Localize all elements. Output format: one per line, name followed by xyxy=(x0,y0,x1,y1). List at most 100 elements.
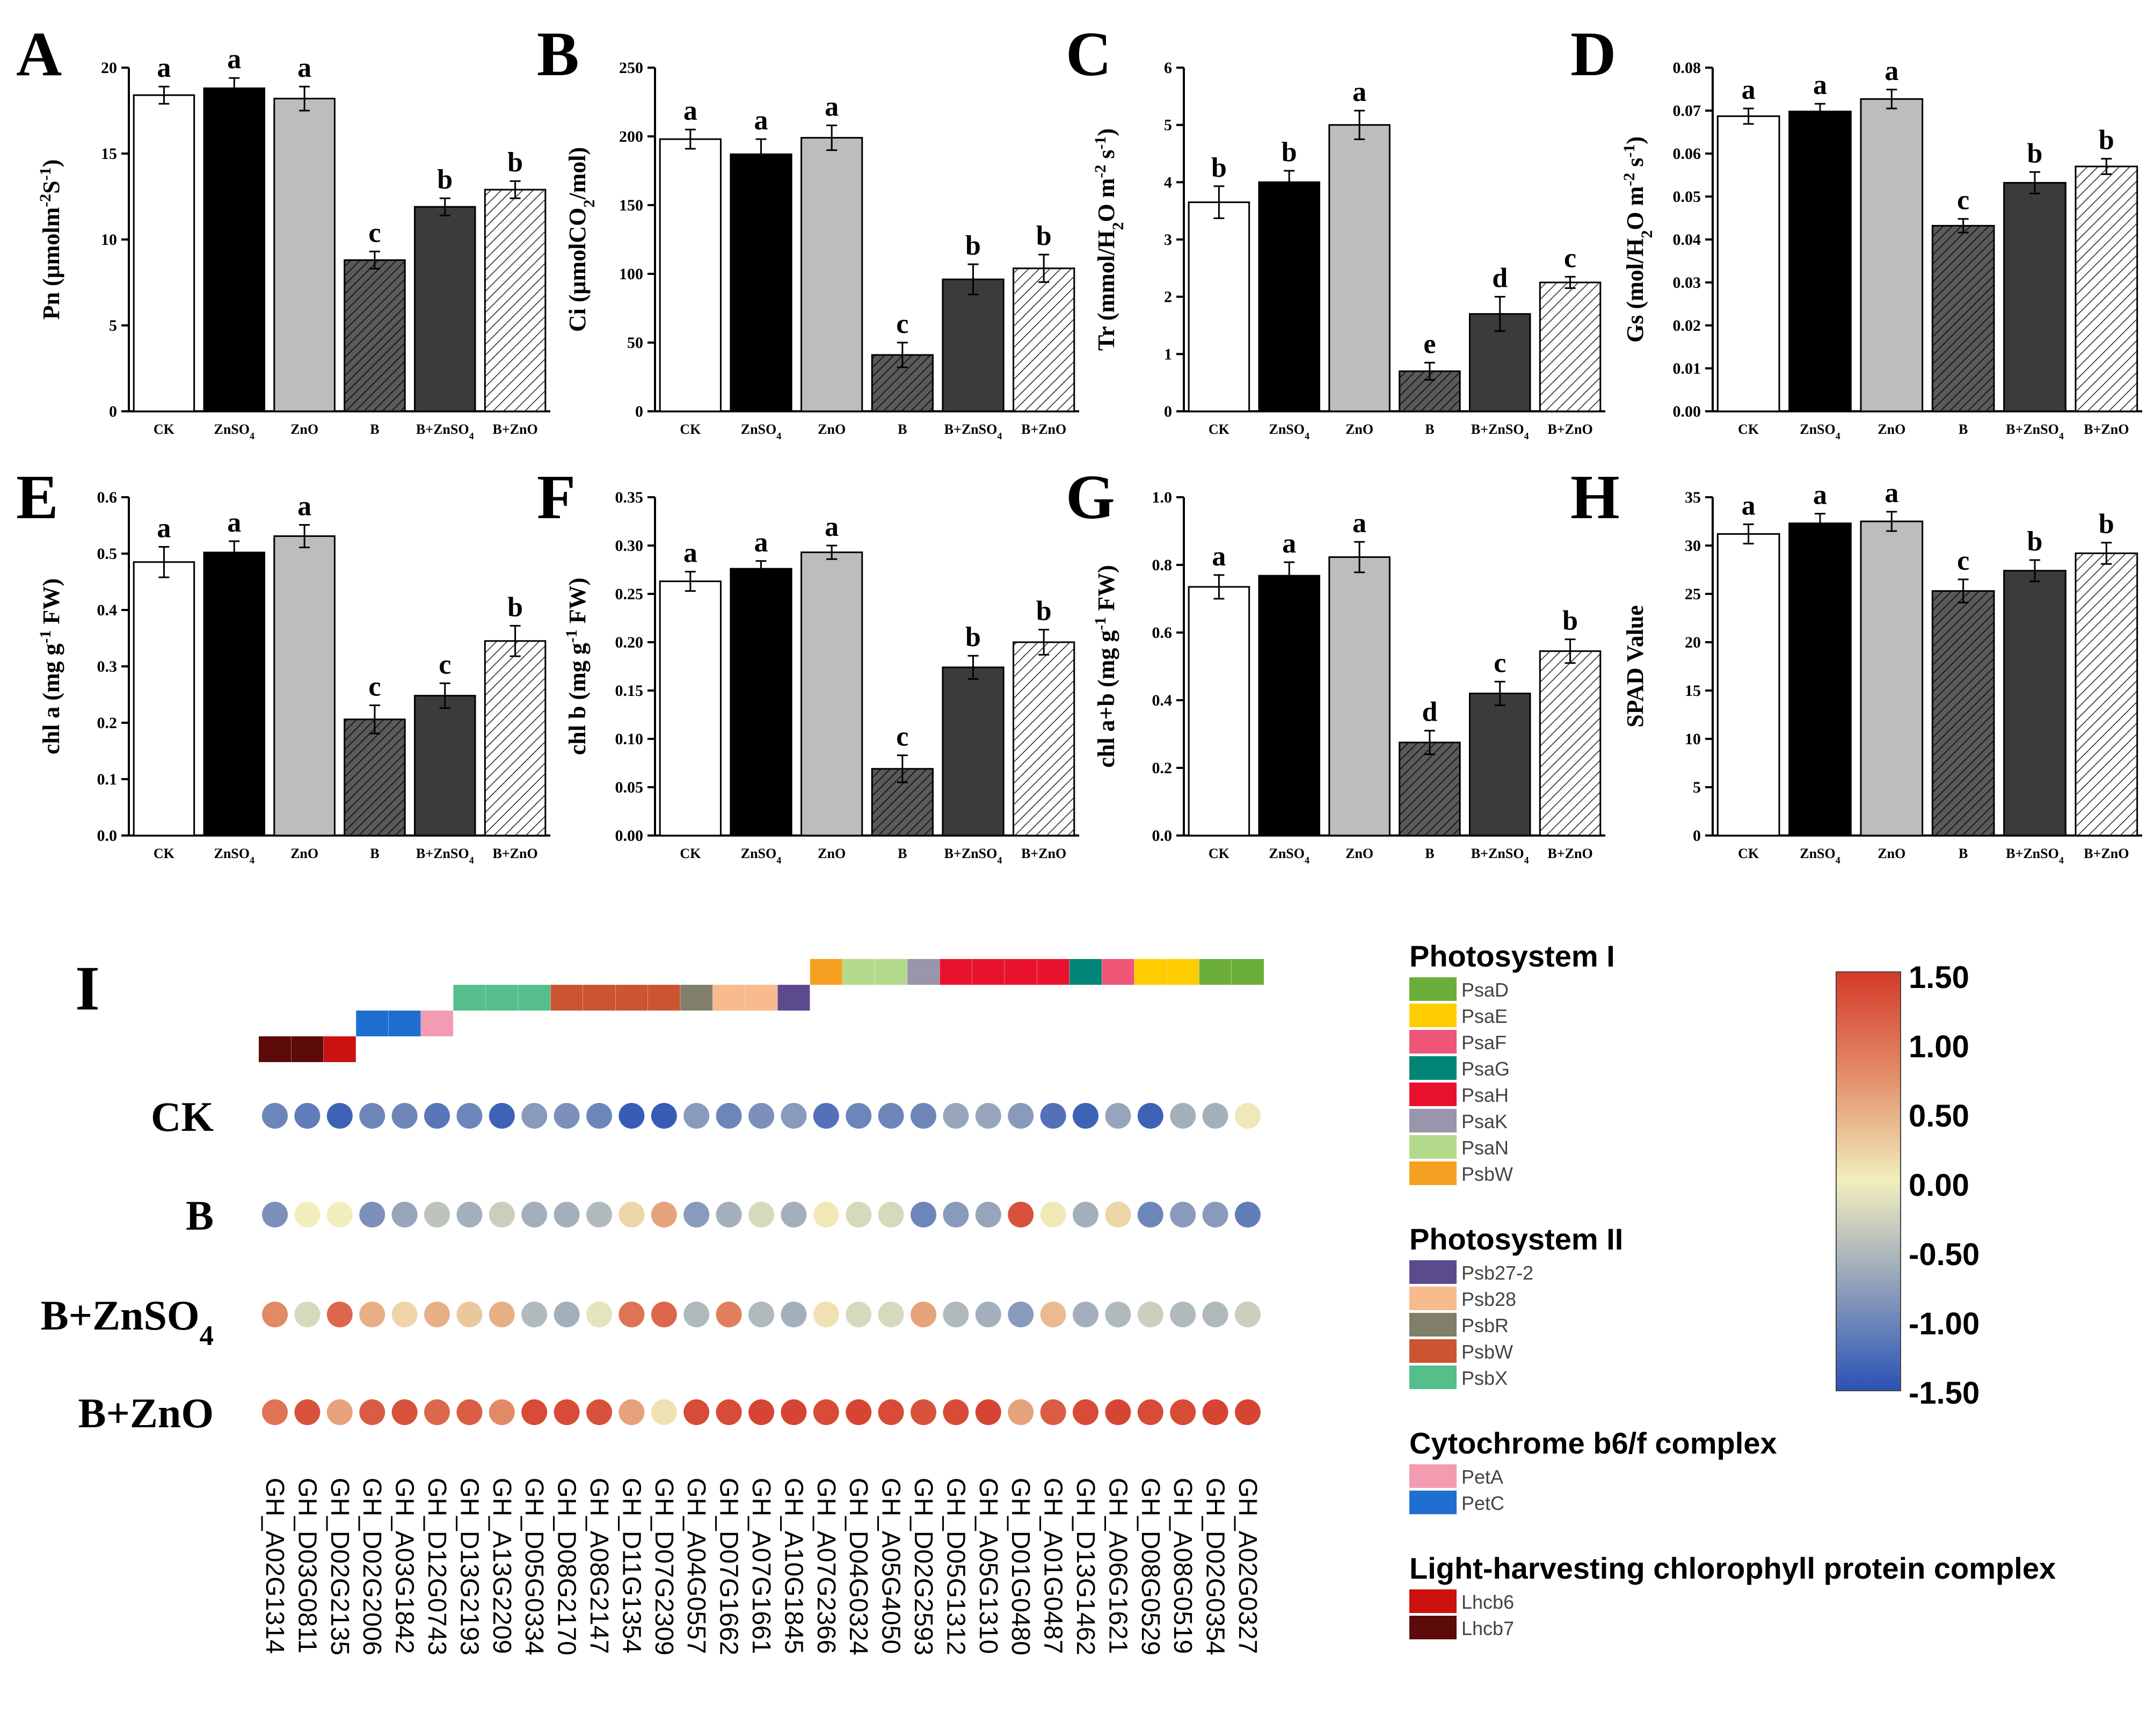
heatmap-dot xyxy=(391,1302,418,1327)
legend-label: Lhcb6 xyxy=(1461,1591,1514,1613)
significance-letter: a xyxy=(1352,508,1366,539)
heatmap-dot xyxy=(359,1103,385,1129)
significance-letter: c xyxy=(896,309,908,339)
legend-swatch xyxy=(1409,1589,1457,1613)
colorbar-tick-label: 0.00 xyxy=(1909,1168,1969,1203)
legend-swatch xyxy=(1409,1313,1457,1336)
significance-letter: a xyxy=(683,96,697,126)
y-tick-label: 1.0 xyxy=(1152,489,1173,506)
y-tick-label: 0 xyxy=(1164,403,1172,420)
bar xyxy=(1399,742,1461,837)
heatmap-dot xyxy=(943,1302,969,1327)
significance-letter: b xyxy=(2027,526,2043,557)
significance-letter: a xyxy=(227,507,241,538)
heatmap-dot xyxy=(618,1103,645,1129)
annotation-cell xyxy=(1199,959,1232,985)
significance-letter: a xyxy=(1884,478,1898,509)
y-tick-label: 0.20 xyxy=(615,634,644,651)
panel-letter: H xyxy=(1570,462,1620,532)
y-tick-label: 0.07 xyxy=(1673,102,1701,120)
annotation-cell xyxy=(940,959,972,985)
bar xyxy=(2075,165,2138,412)
heatmap-dot xyxy=(716,1302,742,1327)
gene-label: GH_D07G2309 xyxy=(650,1478,678,1655)
heatmap-dot xyxy=(1008,1202,1034,1227)
legend-swatch xyxy=(1409,1464,1457,1488)
colorbar-tick-label: -0.50 xyxy=(1909,1237,1980,1272)
legend-swatch xyxy=(1409,1161,1457,1185)
gene-label: GH_D13G2193 xyxy=(455,1478,483,1655)
x-tick-label: CK xyxy=(1209,846,1230,861)
heatmap-dot xyxy=(521,1302,548,1327)
bar xyxy=(942,278,1005,412)
y-tick-label: 0.6 xyxy=(1152,624,1173,642)
bar xyxy=(1468,692,1531,837)
bar xyxy=(2003,570,2066,837)
legend-label: PsbW xyxy=(1461,1341,1513,1363)
bar xyxy=(659,580,722,837)
heatmap-dot xyxy=(1073,1302,1098,1327)
significance-letter: c xyxy=(368,671,381,702)
x-tick-label: ZnO xyxy=(1345,422,1373,437)
panel-letter: F xyxy=(537,462,576,532)
heatmap-dot xyxy=(391,1202,418,1227)
y-tick-label: 150 xyxy=(619,197,643,214)
bar xyxy=(659,138,722,412)
heatmap-dot xyxy=(456,1302,483,1327)
legend-label: PsaG xyxy=(1461,1058,1510,1080)
legend-label: PsaK xyxy=(1461,1110,1508,1132)
y-tick-label: 0 xyxy=(109,403,117,420)
gene-label: GH_A05G4050 xyxy=(877,1478,905,1654)
panel-letter: C xyxy=(1066,19,1111,89)
significance-letter: b xyxy=(2099,125,2114,156)
heatmap-dot xyxy=(1008,1302,1034,1327)
heatmap-dot xyxy=(716,1202,742,1227)
heatmap-dot xyxy=(878,1202,904,1227)
legend-group-title: Light-harvesting chlorophyll protein com… xyxy=(1409,1551,2056,1585)
heatmap-dot xyxy=(326,1202,353,1227)
legend-label: PsbR xyxy=(1461,1314,1509,1336)
bar xyxy=(1258,575,1321,837)
heatmap-dot xyxy=(878,1399,904,1425)
bar xyxy=(1788,522,1852,837)
heatmap-dot xyxy=(521,1202,548,1227)
bar xyxy=(1013,267,1075,412)
legend-label: PsaH xyxy=(1461,1084,1509,1106)
heatmap-dot xyxy=(1105,1302,1131,1327)
y-tick-label: 5 xyxy=(1164,117,1172,134)
y-tick-label: 2 xyxy=(1164,288,1172,306)
y-tick-label: 0.6 xyxy=(97,489,118,506)
heatmap-dot xyxy=(813,1302,839,1327)
x-tick-label: ZnO xyxy=(1345,846,1373,861)
significance-letter: a xyxy=(1884,56,1898,86)
gene-label: GH_A04G0557 xyxy=(682,1478,710,1654)
legend-swatch xyxy=(1409,1287,1457,1310)
heatmap-dot xyxy=(554,1202,580,1227)
heatmap-dot xyxy=(1170,1302,1196,1327)
x-tick-label: ZnSO4 xyxy=(1269,422,1310,441)
legend-label: Lhcb7 xyxy=(1461,1617,1514,1639)
significance-letter: b xyxy=(965,622,981,652)
panel-d: D 0.00 0.01 0.02 0.03 0.04 0.05 0.06 0.07 0.08 Gs … xyxy=(1570,19,2142,441)
x-tick-label: CK xyxy=(154,846,175,861)
y-tick-label: 25 xyxy=(1685,585,1701,603)
legend-group-title: Photosystem I xyxy=(1409,939,1615,973)
gene-label: GH_D12G0743 xyxy=(423,1478,451,1655)
bar xyxy=(484,640,547,837)
heatmap-dot xyxy=(1202,1302,1228,1327)
legend-label: PsaN xyxy=(1461,1137,1509,1159)
heatmap-dot xyxy=(456,1202,483,1227)
heatmap-dot xyxy=(1235,1302,1261,1327)
significance-letter: b xyxy=(2099,509,2114,540)
significance-letter: a xyxy=(683,538,697,569)
y-tick-label: 250 xyxy=(619,59,643,77)
bar xyxy=(484,188,547,412)
y-tick-label: 20 xyxy=(101,59,117,77)
bar xyxy=(1539,650,1602,837)
heatmap-dot xyxy=(1073,1202,1098,1227)
y-tick-label: 0.1 xyxy=(97,771,118,788)
legend-swatch xyxy=(1409,1260,1457,1284)
heatmap-dot xyxy=(813,1103,839,1129)
x-tick-label: ZnO xyxy=(1878,846,1905,861)
